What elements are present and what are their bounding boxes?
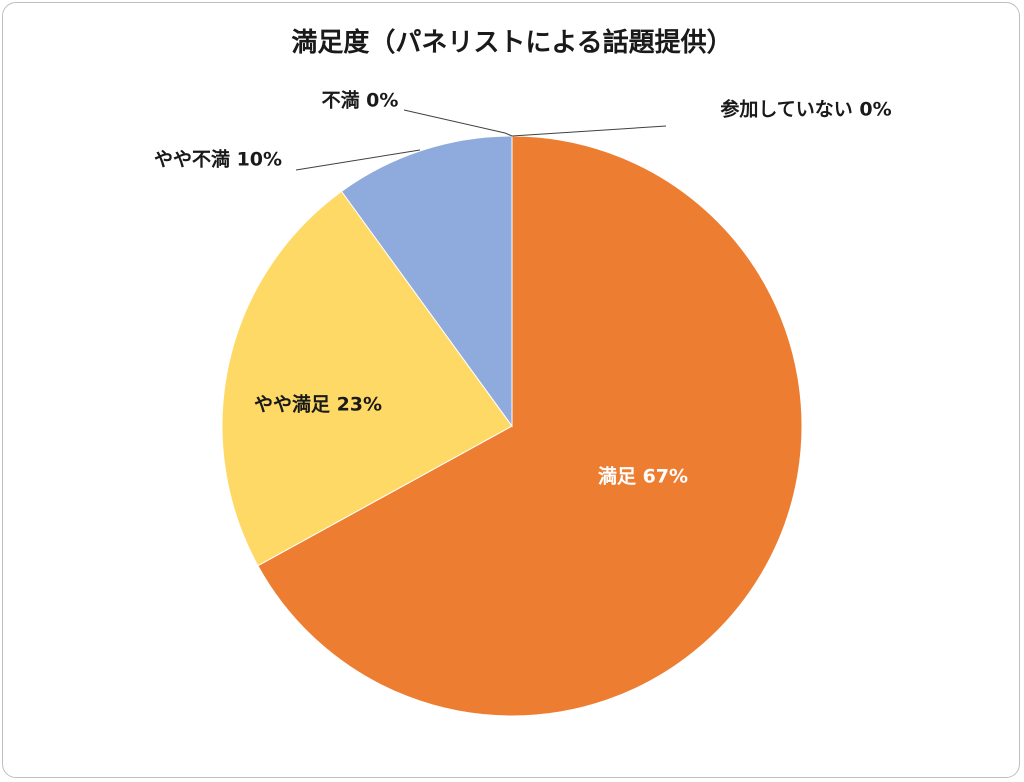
data-label: やや不満 10% bbox=[154, 149, 282, 171]
leader-line bbox=[511, 125, 667, 137]
slice-yaya-manzoku bbox=[221, 190, 513, 567]
leader-line bbox=[295, 149, 421, 171]
data-label: 満足 67% bbox=[598, 466, 688, 488]
data-label: やや満足 23% bbox=[254, 394, 382, 416]
slice-manzoku bbox=[257, 135, 803, 717]
slice-yaya-fuman bbox=[340, 135, 513, 428]
chart-title: 満足度（パネリストによる話題提供） bbox=[291, 28, 733, 58]
data-label: 不満 0% bbox=[322, 90, 399, 112]
leader-line bbox=[403, 109, 513, 137]
data-label: 参加していない 0% bbox=[720, 98, 891, 121]
